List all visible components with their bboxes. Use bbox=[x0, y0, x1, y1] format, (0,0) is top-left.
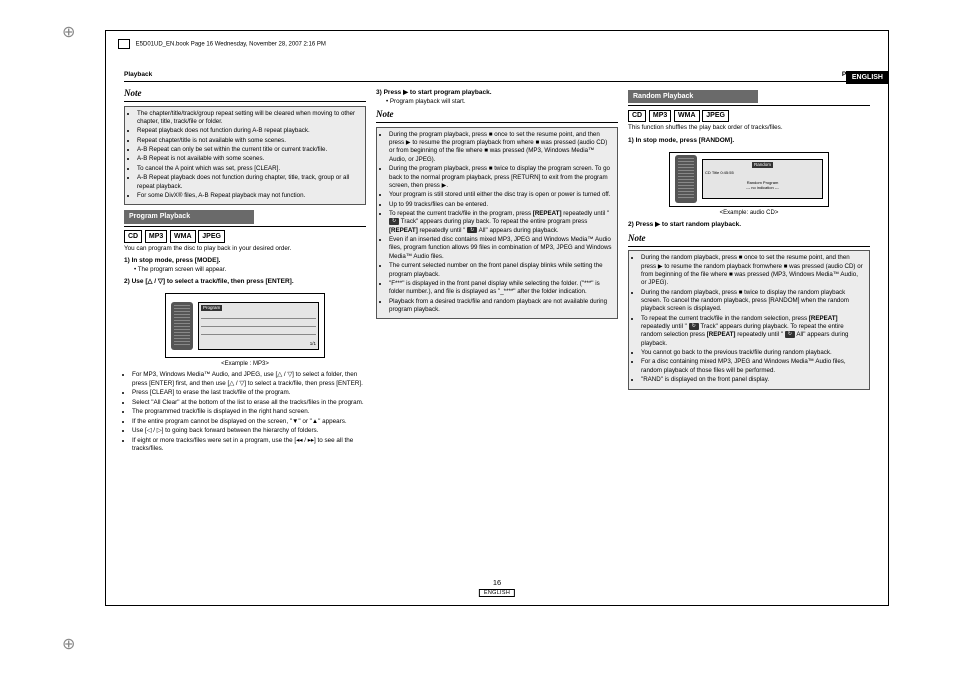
english-tab: ENGLISH bbox=[846, 71, 889, 84]
random-step1: 1) In stop mode, press [RANDOM]. bbox=[628, 137, 734, 144]
tag-wma: WMA bbox=[170, 230, 196, 242]
page-frame: E5D01UD_EN.book Page 16 Wednesday, Novem… bbox=[105, 30, 889, 606]
column-3: Random Playback CD MP3 WMA JPEG This fun… bbox=[628, 85, 870, 455]
col1-bullet: The programmed track/file is displayed i… bbox=[132, 408, 366, 417]
random-step2: 2) Press ▶ to start random playback. bbox=[628, 221, 741, 228]
note1-item: For some DivX® files, A-B Repeat playbac… bbox=[137, 192, 361, 200]
note2-item: Even if an inserted disc contains mixed … bbox=[389, 236, 613, 261]
note3-item: "RAND" is displayed on the front panel d… bbox=[641, 376, 865, 384]
remote-icon bbox=[171, 302, 193, 350]
page-number: 16 bbox=[479, 578, 515, 587]
tag-mp3: MP3 bbox=[145, 230, 167, 242]
col1-bullet: Use [◁ / ▷] to going back forward betwee… bbox=[132, 427, 366, 436]
cropmark-tl: ⊕ bbox=[62, 22, 75, 42]
section-program-playback: Program Playback bbox=[124, 210, 254, 223]
tag-mp3: MP3 bbox=[649, 110, 671, 122]
col1-bullet: For MP3, Windows Media™ Audio, and JPEG,… bbox=[132, 371, 366, 388]
section-random-playback: Random Playback bbox=[628, 90, 758, 103]
note3-item: During the random playback, press ■ once… bbox=[641, 254, 865, 287]
step1-sub: The program screen will appear. bbox=[138, 266, 226, 273]
program-screen-mock: Program 1/1 bbox=[198, 302, 319, 350]
col1-bullet: If the entire program cannot be displaye… bbox=[132, 418, 366, 427]
tag-jpeg: JPEG bbox=[702, 110, 729, 122]
tag-cd: CD bbox=[628, 110, 646, 122]
example-cap-2: <Example: audio CD> bbox=[628, 209, 870, 217]
screen-line: --- no indication --- bbox=[705, 185, 820, 190]
screen-title: Program bbox=[201, 305, 222, 311]
note1-item: Repeat playback does not function during… bbox=[137, 127, 361, 135]
note1-item: The chapter/title/track/group repeat set… bbox=[137, 110, 361, 127]
note-box-2: During the program playback, press ■ onc… bbox=[376, 127, 618, 320]
note3-item: For a disc containing mixed MP3, JPEG an… bbox=[641, 358, 865, 375]
note3-item: You cannot go back to the previous track… bbox=[641, 349, 865, 357]
note-heading-3: Note bbox=[628, 232, 870, 244]
book-metadata-line: E5D01UD_EN.book Page 16 Wednesday, Novem… bbox=[118, 39, 878, 49]
note2-item: The current selected number on the front… bbox=[389, 262, 613, 279]
tag-cd: CD bbox=[124, 230, 142, 242]
column-2: 3) Press ▶ to start program playback. • … bbox=[376, 85, 618, 455]
example-box-mp3: Program 1/1 bbox=[165, 293, 325, 358]
note2-item: To repeat the current track/file in the … bbox=[389, 210, 613, 235]
note1-item: Repeat chapter/title is not available wi… bbox=[137, 137, 361, 145]
example-cap-1: <Example : MP3> bbox=[124, 360, 366, 368]
step2: 2) Use [△ / ▽] to select a track/file, t… bbox=[124, 278, 294, 285]
book-icon bbox=[118, 39, 130, 49]
tag-wma: WMA bbox=[674, 110, 700, 122]
step1: 1) In stop mode, press [MODE]. bbox=[124, 257, 220, 264]
note1-item: A-B Repeat is not available with some sc… bbox=[137, 155, 361, 163]
header-left: Playback bbox=[124, 71, 152, 78]
step3: 3) Press ▶ to start program playback. bbox=[376, 89, 492, 96]
screen-title-random: Random bbox=[752, 162, 773, 168]
note1-item: To cancel the A point which was set, pre… bbox=[137, 165, 361, 173]
col1-bullet: Select "All Clear" at the bottom of the … bbox=[132, 399, 366, 408]
col1-bullet: If eight or more tracks/files were set i… bbox=[132, 437, 366, 454]
remote-icon bbox=[675, 155, 697, 203]
note-box-1: The chapter/title/track/group repeat set… bbox=[124, 106, 366, 206]
note2-item: Playback from a desired track/file and r… bbox=[389, 298, 613, 315]
note-box-3: During the random playback, press ■ once… bbox=[628, 250, 870, 389]
page-footer: 16 ENGLISH bbox=[479, 578, 515, 597]
random-screen-mock: Random CD Title 0:45:55 Random Program -… bbox=[702, 159, 823, 199]
note1-item: A-B Repeat playback does not function du… bbox=[137, 174, 361, 191]
example-box-cd: Random CD Title 0:45:55 Random Program -… bbox=[669, 152, 829, 207]
note-heading-2: Note bbox=[376, 108, 618, 120]
note1-item: A-B Repeat can only be set within the cu… bbox=[137, 146, 361, 154]
tag-jpeg: JPEG bbox=[198, 230, 225, 242]
cropmark-bl: ⊕ bbox=[62, 634, 75, 654]
note2-item: During the program playback, press ■ onc… bbox=[389, 131, 613, 164]
random-intro: This function shuffles the play back ord… bbox=[628, 124, 870, 133]
step3-sub: Program playback will start. bbox=[390, 98, 466, 105]
column-1: Note The chapter/title/track/group repea… bbox=[124, 85, 366, 455]
note-heading-1: Note bbox=[124, 87, 366, 99]
bookline-text: E5D01UD_EN.book Page 16 Wednesday, Novem… bbox=[136, 42, 326, 48]
note2-item: During the program playback, press ■ twi… bbox=[389, 165, 613, 190]
footer-lang: ENGLISH bbox=[479, 589, 515, 597]
note2-item: Up to 99 tracks/files can be entered. bbox=[389, 201, 613, 209]
screen-line: CD Title 0:45:55 bbox=[705, 170, 820, 175]
note2-item: Your program is still stored until eithe… bbox=[389, 191, 613, 199]
note2-item: "F***" is displayed in the front panel d… bbox=[389, 280, 613, 297]
note3-item: During the random playback, press ■ twic… bbox=[641, 289, 865, 314]
note3-item: To repeat the current track/file in the … bbox=[641, 315, 865, 348]
col1-bullet: Press [CLEAR] to erase the last track/fi… bbox=[132, 389, 366, 398]
program-intro: You can program the disc to play back in… bbox=[124, 245, 366, 254]
